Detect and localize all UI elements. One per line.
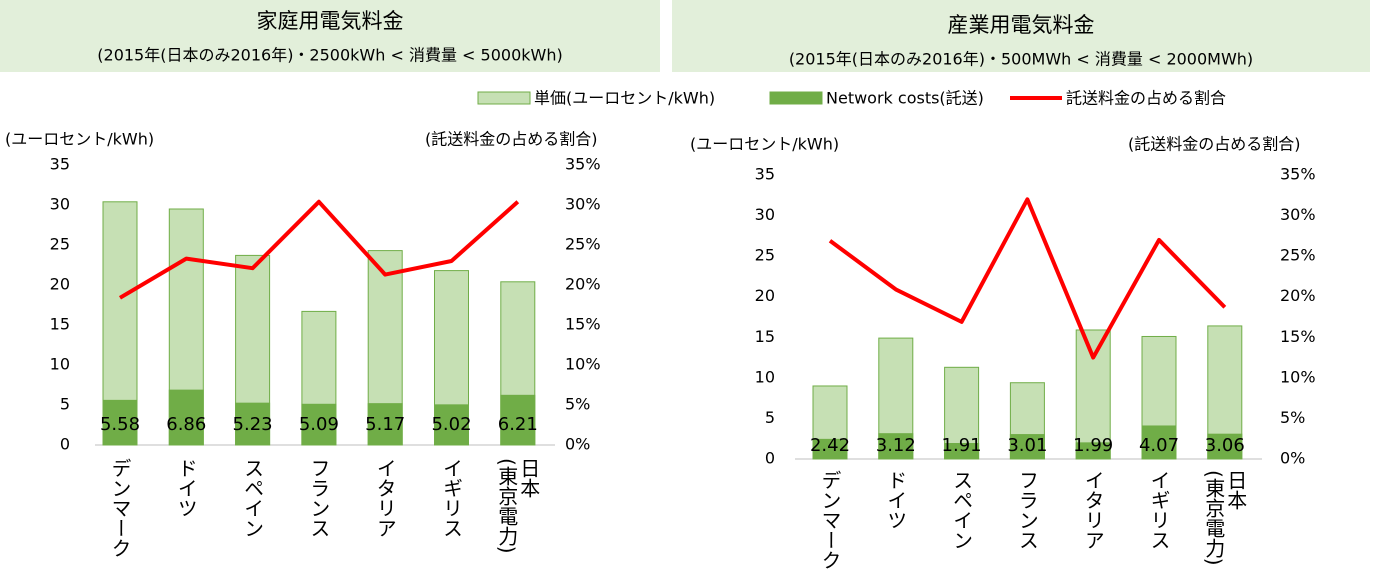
x-tick-label: イギリス bbox=[439, 458, 464, 538]
x-tick-label: イタリア bbox=[1081, 470, 1106, 550]
bar bbox=[1009, 434, 1045, 460]
y2-tick-label: 0% bbox=[565, 435, 590, 454]
x-tick-label: デンマーク bbox=[818, 470, 842, 570]
y2-tick-label: 10% bbox=[565, 355, 601, 374]
y2-tick-label: 15% bbox=[565, 315, 601, 334]
y2-tick-label: 25% bbox=[1280, 246, 1316, 265]
data-label: 5.02 bbox=[431, 414, 471, 435]
data-label: 1.99 bbox=[1073, 435, 1113, 456]
bar bbox=[367, 403, 403, 446]
y-tick-label: 20 bbox=[50, 275, 70, 294]
y2-tick-label: 15% bbox=[1280, 327, 1316, 346]
y-tick-label: 5 bbox=[765, 408, 775, 427]
data-label: 6.21 bbox=[498, 414, 538, 435]
x-tick-label: 日本 (東京電力) bbox=[494, 458, 541, 554]
data-label: 1.91 bbox=[942, 435, 982, 456]
y2-tick-label: 30% bbox=[565, 195, 601, 214]
bar bbox=[812, 438, 848, 460]
bar bbox=[1207, 433, 1243, 460]
x-tick-label: スペイン bbox=[949, 470, 974, 550]
y-tick-label: 0 bbox=[60, 435, 70, 454]
bar bbox=[500, 394, 536, 446]
line bbox=[118, 199, 520, 300]
bar bbox=[168, 389, 204, 446]
legend-label: 単価(ユーロセント/kWh) bbox=[534, 89, 715, 108]
data-label: 3.06 bbox=[1205, 435, 1245, 456]
y2-tick-label: 35% bbox=[565, 155, 601, 174]
line bbox=[828, 197, 1227, 360]
data-label: 2.42 bbox=[810, 435, 850, 456]
y2-tick-label: 5% bbox=[1280, 408, 1305, 427]
y2-tick-label: 35% bbox=[1280, 165, 1316, 184]
y2-axis-title: (託送料金の占める割合) bbox=[425, 130, 598, 149]
bar bbox=[235, 402, 271, 446]
data-label: 4.07 bbox=[1139, 435, 1179, 456]
legend-swatch bbox=[769, 91, 823, 105]
y-tick-label: 35 bbox=[755, 165, 775, 184]
y2-tick-label: 5% bbox=[565, 395, 590, 414]
data-label: 5.23 bbox=[233, 414, 273, 435]
y2-tick-label: 25% bbox=[565, 235, 601, 254]
x-tick-label: 日本 (東京電力) bbox=[1201, 470, 1248, 566]
data-label: 5.09 bbox=[299, 414, 339, 435]
x-tick-label: スペイン bbox=[240, 458, 265, 538]
title-box bbox=[672, 0, 1370, 72]
y-tick-label: 15 bbox=[50, 315, 70, 334]
bar bbox=[102, 399, 138, 446]
data-label: 3.01 bbox=[1007, 435, 1047, 456]
y2-tick-label: 30% bbox=[1280, 205, 1316, 224]
y2-tick-label: 10% bbox=[1280, 367, 1316, 386]
y-tick-label: 20 bbox=[755, 286, 775, 305]
bar bbox=[434, 404, 469, 446]
bar bbox=[301, 403, 337, 446]
x-tick-label: フランス bbox=[1015, 470, 1040, 550]
bar bbox=[1075, 329, 1111, 460]
y-tick-label: 10 bbox=[755, 367, 775, 386]
x-tick-label: イタリア bbox=[373, 458, 398, 538]
data-label: 5.58 bbox=[100, 414, 140, 435]
y-tick-label: 35 bbox=[50, 155, 70, 174]
x-tick-label: フランス bbox=[306, 458, 331, 538]
bar bbox=[1075, 442, 1111, 460]
y2-tick-label: 20% bbox=[1280, 286, 1316, 305]
x-tick-label: ドイツ bbox=[174, 458, 199, 518]
chart-subtitle: (2015年(日本のみ2016年)・2500kWh < 消費量 < 5000kW… bbox=[97, 46, 562, 65]
chart-subtitle: (2015年(日本のみ2016年)・500MWh < 消費量 < 2000MWh… bbox=[789, 50, 1253, 69]
y-tick-label: 15 bbox=[755, 327, 775, 346]
y-tick-label: 5 bbox=[60, 395, 70, 414]
y-axis-title: (ユーロセント/kWh) bbox=[690, 135, 839, 154]
x-tick-label: ドイツ bbox=[883, 470, 908, 530]
y-tick-label: 0 bbox=[765, 449, 775, 468]
y2-tick-label: 0% bbox=[1280, 449, 1305, 468]
y-tick-label: 25 bbox=[755, 246, 775, 265]
x-tick-label: イギリス bbox=[1147, 470, 1171, 550]
y2-axis-title: (託送料金の占める割合) bbox=[1128, 135, 1301, 154]
y2-tick-label: 20% bbox=[565, 275, 601, 294]
data-label: 5.17 bbox=[365, 414, 405, 435]
legend-label: Network costs(託送) bbox=[826, 89, 984, 108]
bar bbox=[944, 443, 980, 460]
x-tick-label: デンマーク bbox=[108, 458, 132, 558]
data-label: 6.86 bbox=[166, 414, 206, 435]
chart-title: 産業用電気料金 bbox=[948, 13, 1095, 37]
y-tick-label: 10 bbox=[50, 355, 70, 374]
legend-label: 託送料金の占める割合 bbox=[1066, 89, 1226, 108]
y-tick-label: 25 bbox=[50, 235, 70, 254]
y-tick-label: 30 bbox=[50, 195, 70, 214]
bar bbox=[1141, 425, 1177, 460]
data-label: 3.12 bbox=[876, 435, 916, 456]
title-box bbox=[0, 0, 660, 72]
chart-title: 家庭用電気料金 bbox=[257, 9, 404, 33]
legend-swatch bbox=[477, 91, 531, 105]
y-tick-label: 30 bbox=[755, 205, 775, 224]
bar bbox=[878, 433, 914, 460]
y-axis-title: (ユーロセント/kWh) bbox=[5, 130, 154, 149]
